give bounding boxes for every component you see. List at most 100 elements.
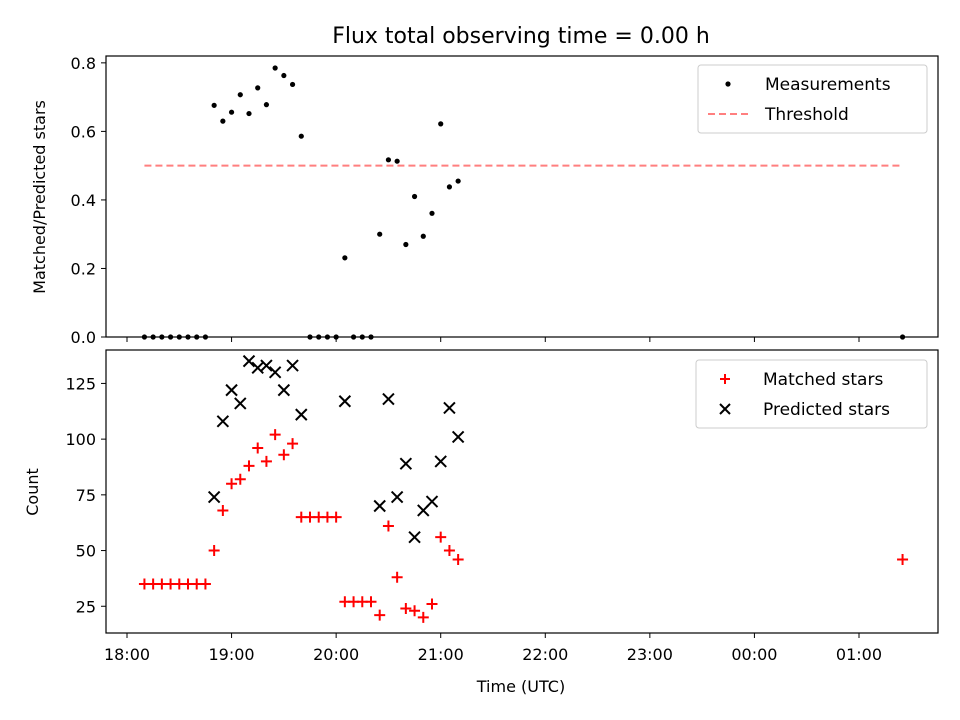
top-legend-box xyxy=(697,64,928,134)
measurement-point xyxy=(411,193,418,200)
matched-point xyxy=(252,442,264,454)
bottom-legend-box xyxy=(695,359,928,429)
predicted-point xyxy=(338,395,352,408)
measurement-point xyxy=(211,102,217,108)
bottom-y-tick-label: 125 xyxy=(65,374,96,393)
measurement-point xyxy=(899,334,906,340)
predicted-point xyxy=(295,408,308,421)
top-y-tick-label: 0.8 xyxy=(71,54,96,73)
bottom-y-tick-label: 25 xyxy=(76,597,96,616)
measurement-point xyxy=(446,184,453,190)
top-plot-marks xyxy=(141,65,906,340)
legend-matched-marker xyxy=(720,374,730,384)
predicted-point xyxy=(408,530,421,544)
legend-threshold-label: Threshold xyxy=(764,105,849,125)
matched-point xyxy=(278,449,290,461)
measurement-point xyxy=(141,334,148,340)
x-axis-label: Time (UTC) xyxy=(476,677,565,696)
measurement-point xyxy=(272,65,278,71)
matched-point xyxy=(435,531,447,543)
predicted-point xyxy=(225,383,238,397)
predicted-point xyxy=(286,359,299,372)
top-y-tick-label: 0.6 xyxy=(71,122,96,141)
matched-point xyxy=(199,578,211,590)
matched-point xyxy=(897,553,909,565)
x-tick-label: 22:00 xyxy=(522,645,568,664)
matched-point xyxy=(243,460,255,472)
predicted-point xyxy=(382,392,395,406)
measurement-point xyxy=(185,334,191,340)
top-axes-frame xyxy=(105,55,939,338)
measurement-point xyxy=(281,72,287,79)
legend-predicted-marker xyxy=(719,403,731,415)
x-tick-label: 23:00 xyxy=(627,645,673,664)
matched-point xyxy=(443,545,455,557)
predicted-point xyxy=(373,499,386,513)
measurement-point xyxy=(333,334,339,340)
measurement-point xyxy=(159,334,165,340)
predicted-point xyxy=(234,397,247,410)
matched-point xyxy=(391,571,403,583)
legend-measurements-label: Measurements xyxy=(765,75,891,95)
measurement-point xyxy=(246,110,252,117)
predicted-point xyxy=(260,359,273,372)
measurement-point xyxy=(298,133,304,139)
measurement-point xyxy=(202,334,209,340)
measurement-point xyxy=(263,102,270,108)
predicted-point xyxy=(242,354,256,368)
top-axis-ticks: 0.0 0.2 0.4 0.6 0.8 xyxy=(71,54,860,347)
matched-point xyxy=(330,511,342,523)
measurement-point xyxy=(324,334,331,340)
predicted-point xyxy=(277,383,291,397)
matched-point xyxy=(400,602,412,614)
measurement-point xyxy=(350,334,357,340)
top-legend: Measurements Threshold xyxy=(697,64,928,134)
measurement-point xyxy=(438,121,444,127)
predicted-point xyxy=(434,455,447,468)
bottom-plot-marks xyxy=(138,354,909,623)
measurement-point xyxy=(255,85,261,91)
bottom-legend: Matched stars Predicted stars xyxy=(695,359,928,429)
measurement-point xyxy=(237,92,243,98)
matched-point xyxy=(409,605,421,617)
predicted-point xyxy=(399,457,413,470)
x-tick-label: 19:00 xyxy=(209,645,255,664)
measurement-point xyxy=(176,334,182,340)
top-y-axis-label: Matched/Predicted stars xyxy=(30,100,49,294)
matched-point xyxy=(452,553,464,565)
measurement-point xyxy=(289,81,296,88)
measurement-point xyxy=(385,157,392,163)
predicted-point xyxy=(451,430,465,444)
measurement-point xyxy=(455,178,461,184)
matched-point xyxy=(217,504,229,516)
top-y-tick-label: 0.2 xyxy=(71,259,96,278)
measurement-point xyxy=(377,231,383,237)
measurement-point xyxy=(394,158,400,164)
measurement-point xyxy=(368,334,374,340)
x-tick-label: 18:00 xyxy=(104,645,150,664)
predicted-point xyxy=(390,490,404,504)
predicted-point xyxy=(443,401,456,415)
predicted-point xyxy=(207,490,221,504)
top-y-tick-label: 0.4 xyxy=(71,191,96,210)
legend-predicted-label: Predicted stars xyxy=(763,400,890,420)
measurement-point xyxy=(429,210,435,216)
x-tick-label: 00:00 xyxy=(731,645,777,664)
measurement-point xyxy=(220,118,226,124)
legend-matched-label: Matched stars xyxy=(763,370,883,390)
matched-point xyxy=(260,455,272,467)
matched-point xyxy=(426,598,438,610)
x-tick-label: 01:00 xyxy=(836,645,882,664)
measurement-point xyxy=(194,334,200,340)
x-tick-label: 20:00 xyxy=(313,645,359,664)
measurement-point xyxy=(167,334,174,340)
measurement-point xyxy=(420,233,426,239)
matched-point xyxy=(269,429,281,441)
measurement-point xyxy=(403,241,409,248)
predicted-point xyxy=(268,366,282,379)
matched-point xyxy=(287,438,299,450)
matched-point xyxy=(226,478,238,490)
matched-point xyxy=(417,611,429,623)
x-tick-label: 21:00 xyxy=(418,645,464,664)
